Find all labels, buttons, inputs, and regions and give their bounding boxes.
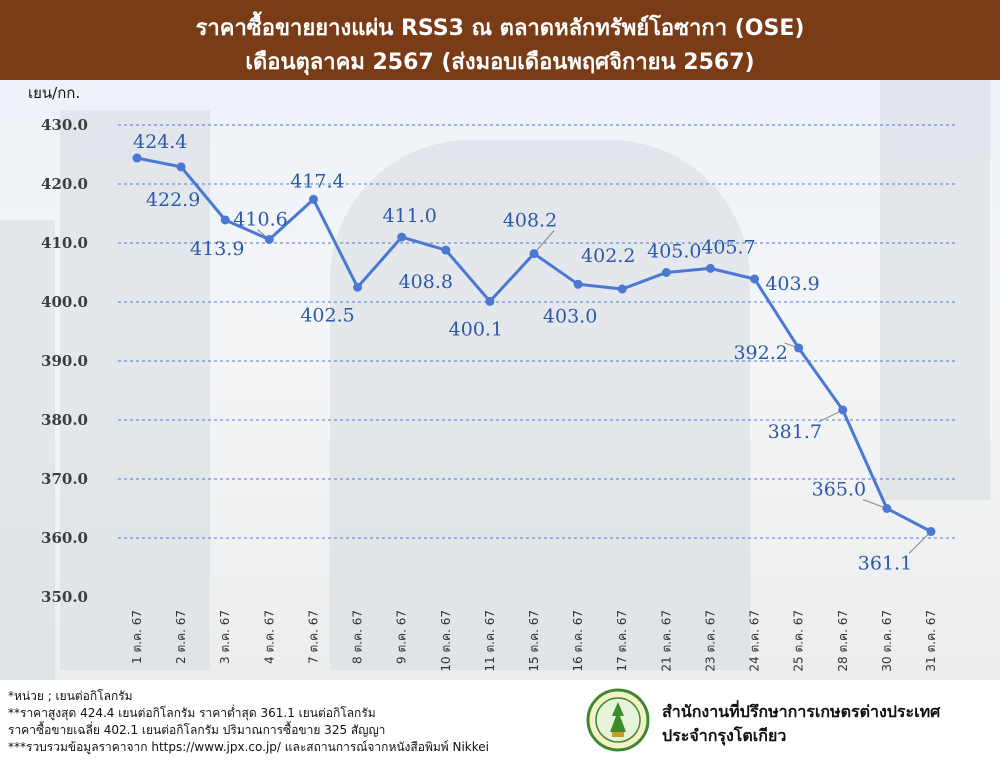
- y-tick-label: 420.0: [41, 175, 88, 193]
- data-label: 365.0: [812, 479, 866, 501]
- data-point: [838, 405, 848, 415]
- x-tick-label: 30 ต.ค. 67: [880, 610, 894, 672]
- data-label: 405.0: [647, 241, 701, 263]
- data-point: [529, 249, 539, 259]
- leader-line: [533, 230, 555, 254]
- data-points: [132, 153, 936, 537]
- data-label: 413.9: [190, 238, 244, 260]
- x-tick-label: 24 ต.ค. 67: [748, 610, 762, 672]
- data-point: [397, 232, 407, 242]
- data-label: 424.4: [133, 131, 187, 153]
- chart-title-line1: ราคาซื้อขายยางแผ่น RSS3 ณ ตลาดหลักทรัพย์…: [195, 16, 805, 41]
- data-point: [176, 162, 186, 172]
- data-point: [573, 279, 583, 289]
- data-label: 361.1: [858, 553, 912, 575]
- x-tick-label: 7 ต.ค. 67: [306, 610, 320, 664]
- y-tick-label: 390.0: [41, 352, 88, 370]
- y-tick-label: 400.0: [41, 293, 88, 311]
- chart-title-line2: เดือนตุลาคม 2567 (ส่งมอบเดือนพฤศจิกายน 2…: [245, 50, 755, 75]
- data-label: 381.7: [768, 421, 822, 443]
- data-label: 422.9: [146, 189, 200, 211]
- y-tick-label: 370.0: [41, 470, 88, 488]
- gridlines: [118, 124, 955, 539]
- note-unit: *หน่วย ; เยนต่อกิโลกรัม: [8, 689, 133, 703]
- price-line-chart: เยน/กก. 430.0 420.0 410.0 400.0 390.0 380.0 37…: [28, 84, 955, 672]
- data-point: [308, 194, 318, 204]
- data-label: 408.2: [503, 210, 557, 232]
- chart-header: ราคาซื้อขายยางแผ่น RSS3 ณ ตลาดหลักทรัพย์…: [0, 0, 1000, 80]
- data-point: [661, 268, 671, 277]
- data-label: 410.6: [233, 208, 287, 230]
- y-axis-unit-label: เยน/กก.: [28, 84, 80, 102]
- x-tick-label: 1 ต.ค. 67: [130, 610, 144, 664]
- data-label: 403.9: [765, 273, 819, 295]
- data-point: [264, 234, 274, 244]
- office-name-line2: ประจำกรุงโตเกียว: [662, 726, 787, 745]
- x-tick-label: 21 ต.ค. 67: [659, 610, 673, 672]
- data-label: 392.2: [733, 342, 787, 364]
- office-name: สำนักงานที่ปรึกษาการเกษตรต่างประเทศ ประจ…: [662, 700, 992, 748]
- data-point: [485, 296, 495, 306]
- footnotes: *หน่วย ; เยนต่อกิโลกรัม **ราคาสูงสุด 424…: [8, 688, 568, 756]
- x-tick-label: 2 ต.ค. 67: [174, 610, 188, 664]
- data-label: 402.2: [581, 245, 635, 267]
- note-average: ราคาซื้อขายเฉลี่ย 402.1 เยนต่อกิโลกรัม ป…: [8, 723, 386, 737]
- x-axis-ticks: 1 ต.ค. 67 2 ต.ค. 67 3 ต.ค. 67 4 ต.ค. 67 7 ต.…: [130, 610, 938, 672]
- x-tick-label: 28 ต.ค. 67: [836, 610, 850, 672]
- data-label: 411.0: [382, 205, 436, 227]
- y-tick-label: 350.0: [41, 588, 88, 606]
- data-point: [220, 215, 230, 225]
- data-point: [882, 504, 892, 513]
- data-label: 402.5: [300, 304, 354, 326]
- data-label: 417.4: [290, 170, 344, 192]
- data-label: 400.1: [449, 318, 503, 340]
- x-tick-label: 31 ต.ค. 67: [924, 610, 938, 672]
- data-point: [132, 153, 142, 163]
- data-point: [926, 527, 936, 537]
- data-point: [441, 245, 451, 255]
- x-tick-label: 15 ต.ค. 67: [527, 610, 541, 672]
- leader-line: [908, 531, 932, 554]
- x-tick-label: 11 ต.ค. 67: [483, 610, 497, 672]
- y-axis-ticks: 430.0 420.0 410.0 400.0 390.0 380.0 370.0 360.0…: [41, 116, 88, 606]
- x-tick-label: 9 ต.ค. 67: [395, 610, 409, 664]
- background-photo: [0, 80, 1000, 680]
- office-seal-logo: [586, 688, 650, 752]
- note-high-low: **ราคาสูงสุด 424.4 เยนต่อกิโลกรัม ราคาต่…: [8, 706, 376, 720]
- data-point: [705, 263, 715, 273]
- data-point: [353, 282, 363, 292]
- data-label: 405.7: [701, 236, 755, 258]
- x-tick-label: 4 ต.ค. 67: [262, 610, 276, 664]
- y-tick-label: 360.0: [41, 529, 88, 547]
- y-tick-label: 430.0: [41, 116, 88, 134]
- data-label: 408.8: [399, 271, 453, 293]
- y-tick-label: 410.0: [41, 234, 88, 252]
- x-tick-label: 10 ต.ค. 67: [439, 610, 453, 672]
- x-tick-label: 25 ต.ค. 67: [792, 610, 806, 672]
- x-tick-label: 8 ต.ค. 67: [351, 610, 365, 664]
- x-tick-label: 16 ต.ค. 67: [571, 610, 585, 672]
- data-point: [794, 343, 804, 353]
- x-tick-label: 3 ต.ค. 67: [218, 610, 232, 664]
- data-point: [750, 274, 760, 284]
- office-name-line1: สำนักงานที่ปรึกษาการเกษตรต่างประเทศ: [662, 702, 941, 721]
- x-tick-label: 23 ต.ค. 67: [703, 610, 717, 672]
- note-source: ***รวบรวมข้อมูลราคาจาก https://www.jpx.c…: [8, 740, 489, 754]
- data-label: 403.0: [543, 305, 597, 327]
- x-tick-label: 17 ต.ค. 67: [615, 610, 629, 672]
- data-point: [617, 284, 627, 294]
- y-tick-label: 380.0: [41, 411, 88, 429]
